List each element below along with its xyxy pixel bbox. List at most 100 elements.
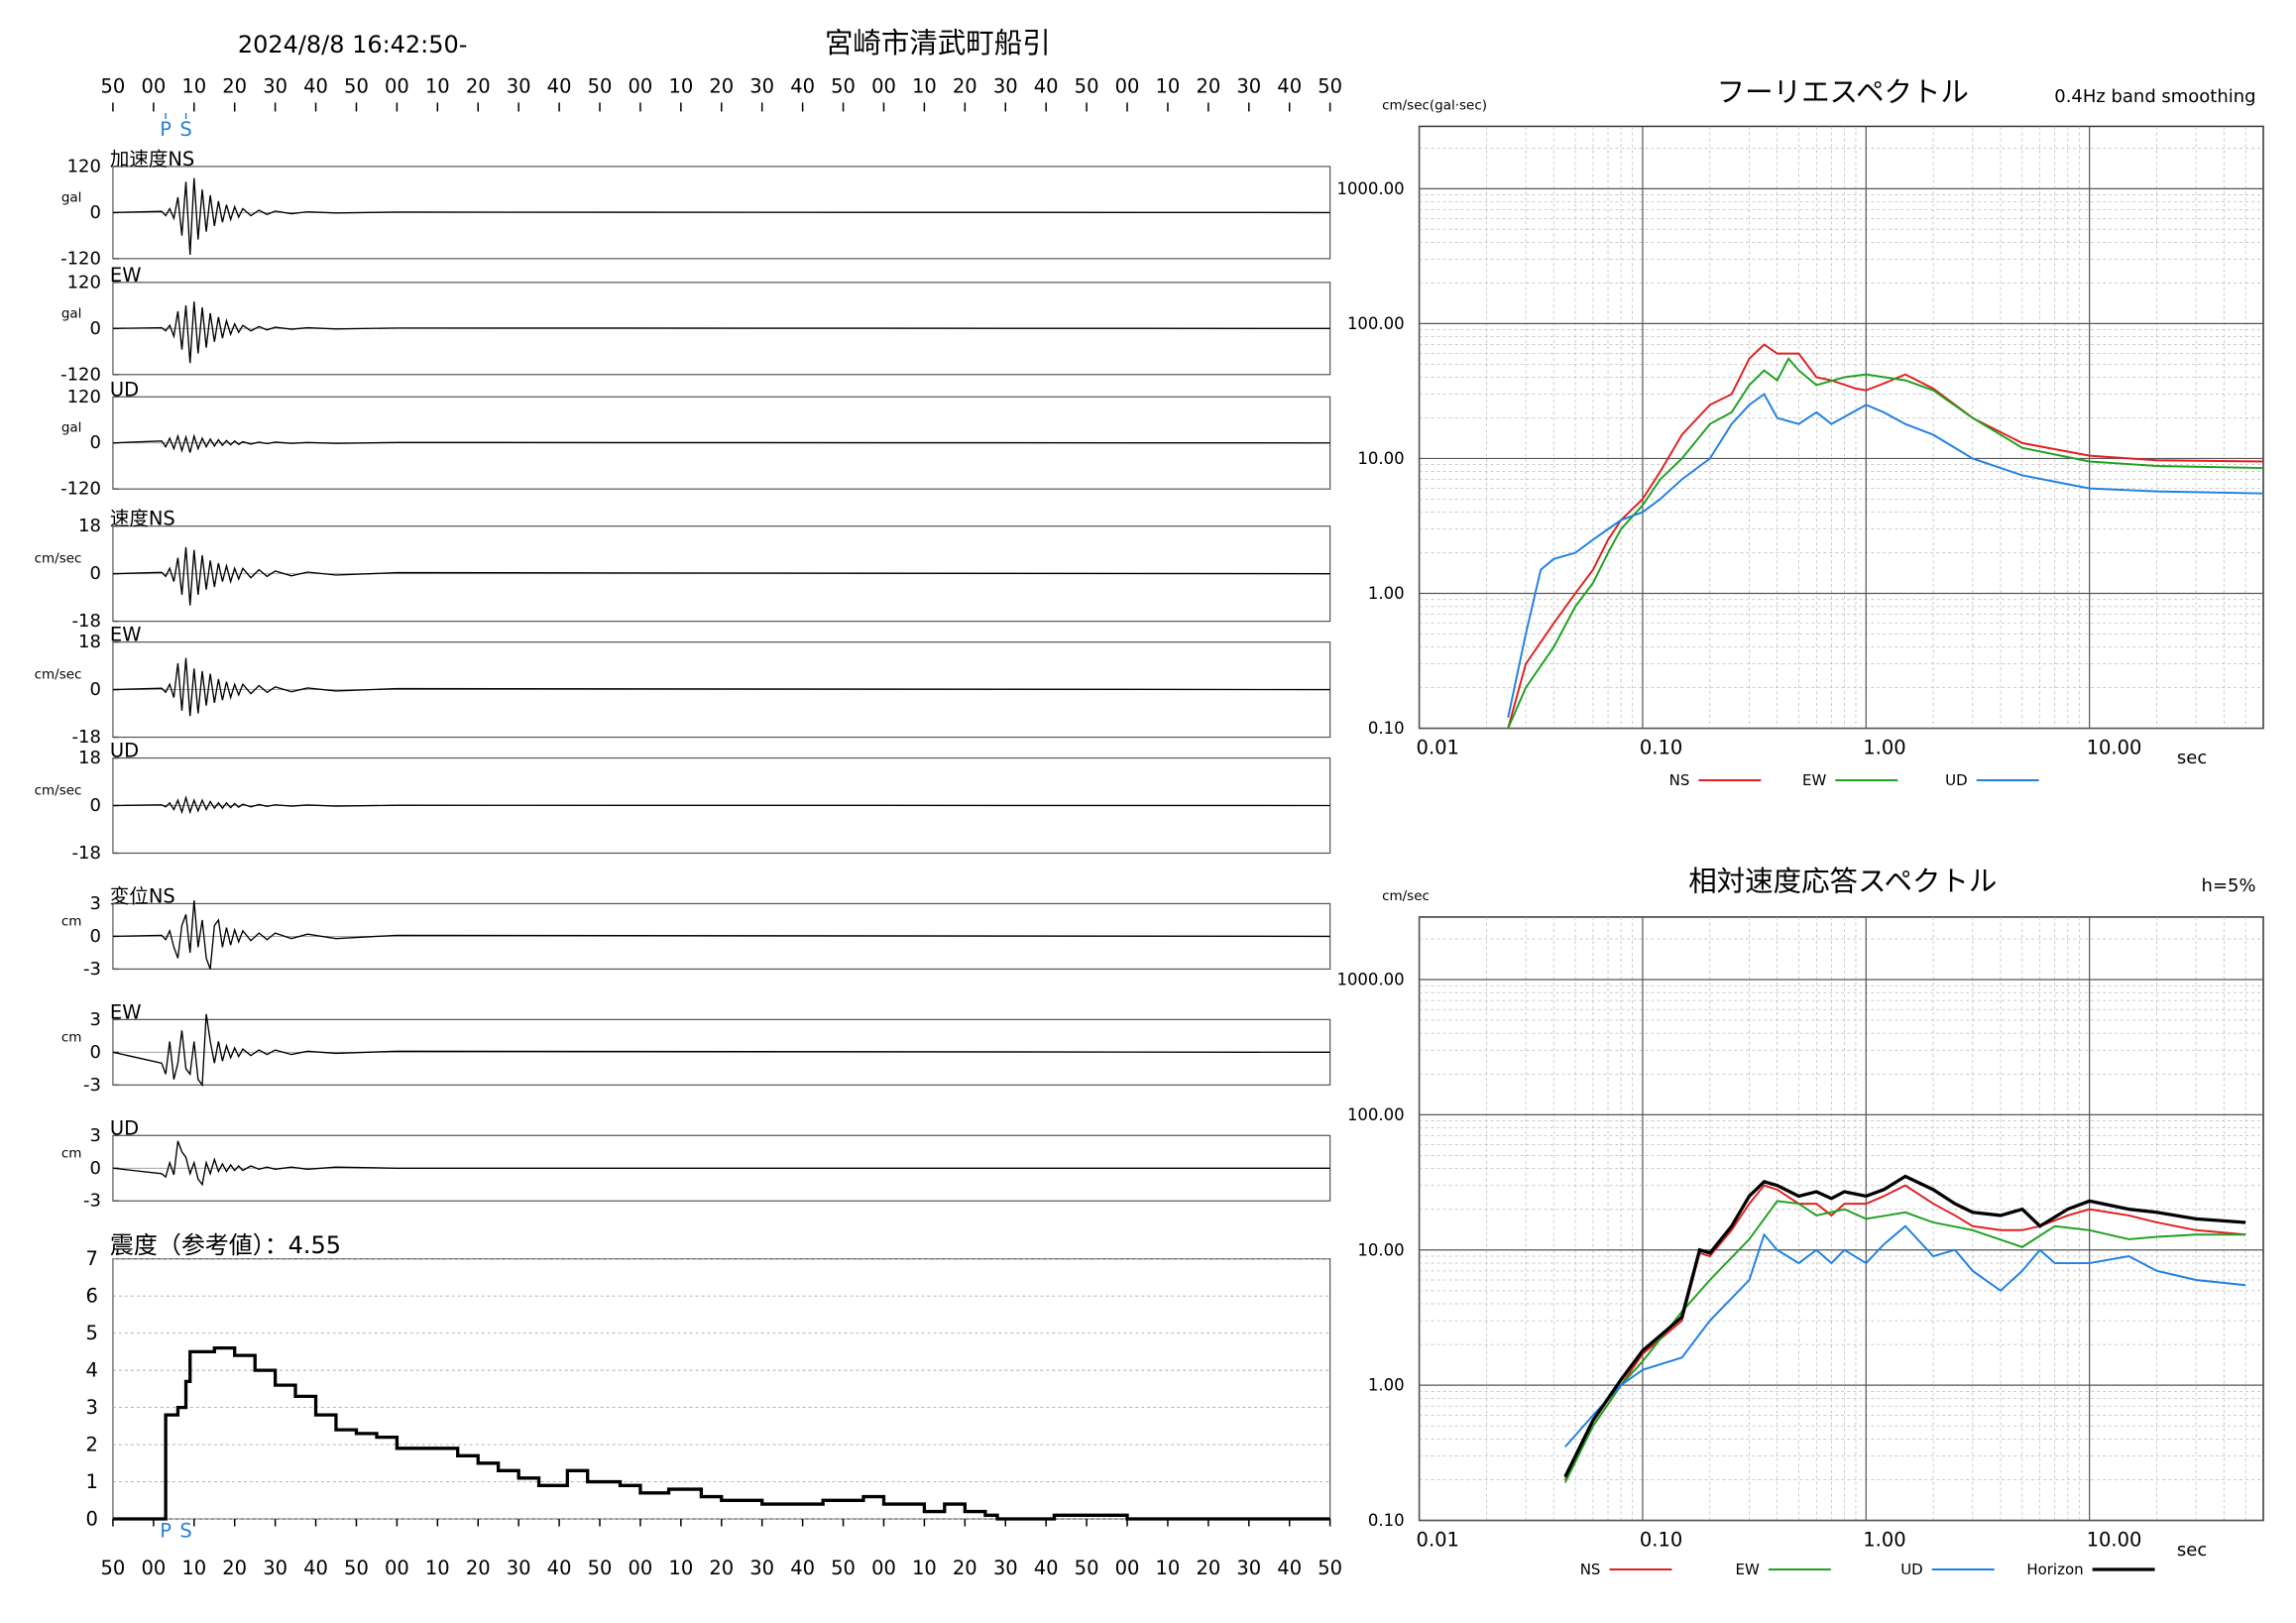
time-tick-label: 10 xyxy=(425,1557,450,1579)
y-tick-label: 3 xyxy=(89,1009,100,1030)
panel-unit: cm xyxy=(61,913,82,929)
spectrum-line xyxy=(1563,1174,2246,1478)
y-tick-label: 5 xyxy=(86,1322,98,1344)
time-tick-label: 40 xyxy=(547,1557,572,1579)
y-tick-label: 120 xyxy=(67,387,101,407)
time-tick-label: 50 xyxy=(588,74,613,97)
legend-label: UD xyxy=(1945,771,1968,789)
y-tick-label: 1000.00 xyxy=(1336,179,1404,198)
time-tick-label: 00 xyxy=(1115,1557,1140,1579)
time-tick-label: 50 xyxy=(831,1557,856,1579)
record-title: 2024/8/8 16:42:50- xyxy=(238,31,468,58)
time-tick-label: 00 xyxy=(385,1557,409,1579)
time-tick-label: 40 xyxy=(1034,1557,1059,1579)
phase-label: S xyxy=(179,1520,191,1543)
time-tick-label: 30 xyxy=(749,1557,774,1579)
x-tick-label: 0.10 xyxy=(1640,1529,1682,1552)
waveform-trace xyxy=(112,433,1330,453)
time-tick-label: 40 xyxy=(547,74,572,97)
x-axis-label: sec xyxy=(2177,1540,2207,1561)
time-tick-label: 40 xyxy=(303,1557,328,1579)
y-tick-label: 0 xyxy=(89,432,100,453)
time-tick-label: 50 xyxy=(1318,74,1342,97)
panel-label: UD xyxy=(110,378,139,401)
y-tick-label: -120 xyxy=(60,248,101,269)
time-tick-label: 20 xyxy=(709,74,734,97)
time-tick-label: 10 xyxy=(912,74,937,97)
time-tick-label: 40 xyxy=(1277,74,1302,97)
waveform-trace xyxy=(112,301,1330,364)
y-tick-label: 0.10 xyxy=(1368,1511,1405,1530)
panel-unit: cm xyxy=(61,1029,82,1045)
time-tick-label: 30 xyxy=(263,74,287,97)
time-tick-label: 50 xyxy=(831,74,856,97)
waveform-trace xyxy=(112,795,1330,815)
plot-frame xyxy=(1418,916,2264,1522)
legend-label: UD xyxy=(1900,1561,1923,1578)
time-tick-label: 30 xyxy=(993,1557,1018,1579)
panel-unit: gal xyxy=(61,305,82,321)
spectrum-line xyxy=(1507,393,2264,718)
spectrum-line xyxy=(1563,1184,2246,1480)
panel-unit: cm/sec xyxy=(35,551,82,567)
time-tick-label: 20 xyxy=(953,74,977,97)
y-tick-label: 6 xyxy=(86,1285,98,1308)
time-tick-label: 10 xyxy=(1156,1557,1181,1579)
time-tick-label: 20 xyxy=(466,74,491,97)
panel-label: UD xyxy=(110,1116,139,1139)
spectrum-line xyxy=(1563,1200,2246,1483)
y-tick-label: 2 xyxy=(86,1434,98,1456)
y-tick-label: -120 xyxy=(60,479,101,500)
time-tick-label: 30 xyxy=(507,1557,531,1579)
waveform-trace xyxy=(112,1140,1330,1187)
spectrum-title: フーリエスペクトル xyxy=(1717,75,1969,108)
legend-label: EW xyxy=(1802,771,1826,789)
y-tick-label: 3 xyxy=(89,1125,100,1146)
y-tick-label: 120 xyxy=(67,156,101,176)
spectrum-subtitle: 0.4Hz band smoothing xyxy=(2054,86,2255,107)
y-tick-label: 1.00 xyxy=(1368,584,1405,603)
intensity-title: 震度（参考値）：4.55 xyxy=(110,1231,341,1259)
y-tick-label: 4 xyxy=(86,1359,98,1382)
time-tick-label: 20 xyxy=(1196,1557,1220,1579)
time-tick-label: 20 xyxy=(709,1557,734,1579)
time-tick-label: 00 xyxy=(871,74,896,97)
time-tick-label: 30 xyxy=(749,74,774,97)
time-tick-label: 50 xyxy=(101,1557,126,1579)
time-tick-label: 10 xyxy=(425,74,450,97)
time-tick-label: 00 xyxy=(629,1557,653,1579)
time-tick-label: 20 xyxy=(1196,74,1220,97)
y-tick-label: 0 xyxy=(89,202,100,223)
time-tick-label: 50 xyxy=(1318,1557,1342,1579)
y-tick-label: 18 xyxy=(78,632,101,652)
y-tick-label: -3 xyxy=(83,1075,101,1096)
waveform-trace xyxy=(112,177,1330,256)
station-name: 宮崎市清武町船引 xyxy=(825,27,1051,59)
y-tick-label: 0 xyxy=(89,563,100,584)
y-tick-label: -3 xyxy=(83,959,101,980)
time-tick-label: 30 xyxy=(993,74,1018,97)
spectrum-line xyxy=(1564,1224,2246,1448)
x-tick-label: 1.00 xyxy=(1863,737,1905,759)
y-tick-label: -18 xyxy=(72,611,101,632)
y-tick-label: 18 xyxy=(78,516,101,536)
time-tick-label: 50 xyxy=(588,1557,613,1579)
y-tick-label: 0 xyxy=(89,318,100,339)
time-tick-label: 10 xyxy=(181,74,206,97)
x-tick-label: 0.10 xyxy=(1640,737,1682,759)
time-tick-label: 50 xyxy=(344,1557,369,1579)
y-tick-label: 10.00 xyxy=(1357,449,1404,468)
waveform-trace xyxy=(112,900,1330,970)
time-tick-label: 50 xyxy=(1075,1557,1099,1579)
panel-label: 速度NS xyxy=(110,508,175,530)
y-tick-label: -18 xyxy=(72,843,101,864)
legend-label: EW xyxy=(1736,1561,1760,1578)
y-axis-label: cm/sec xyxy=(1382,888,1430,904)
y-tick-label: -18 xyxy=(72,727,101,748)
panel-label: 変位NS xyxy=(110,884,175,907)
time-tick-label: 40 xyxy=(1277,1557,1302,1579)
phase-label: P xyxy=(160,1520,172,1543)
spectrum-line xyxy=(1507,343,2264,729)
